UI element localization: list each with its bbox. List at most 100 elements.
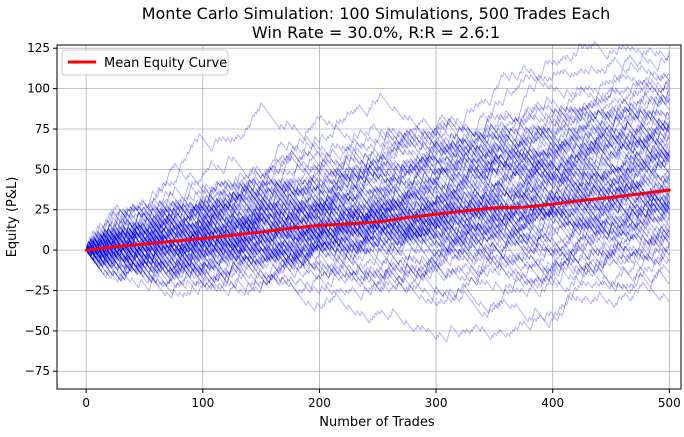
simulation-line [85, 139, 670, 259]
simulation-line [85, 182, 670, 264]
chart-subtitle: Win Rate = 30.0%, R:R = 2.6:1 [252, 23, 500, 42]
simulation-line [85, 202, 670, 299]
simulation-line [85, 136, 670, 274]
simulation-line [85, 107, 670, 284]
y-tick-label: 125 [27, 41, 50, 55]
simulation-line [85, 186, 670, 258]
simulation-line [85, 151, 670, 253]
y-tick-label: −75 [25, 364, 50, 378]
simulation-line [85, 171, 670, 296]
simulation-line [85, 199, 670, 266]
simulation-line [85, 90, 670, 274]
simulation-line [85, 189, 670, 282]
y-tick-label: 100 [27, 82, 50, 96]
grid-layer [57, 45, 681, 389]
simulation-line [85, 142, 670, 269]
simulation-line [85, 177, 670, 251]
simulation-line [85, 86, 670, 258]
y-tick-label: −50 [25, 324, 50, 338]
simulation-line [85, 127, 670, 271]
simulation-line [85, 165, 670, 259]
simulation-line [85, 119, 670, 265]
x-tick-label: 100 [191, 396, 214, 410]
x-tick-label: 200 [308, 396, 331, 410]
simulation-line [85, 120, 670, 265]
simulation-line [85, 134, 670, 280]
simulation-line [85, 160, 670, 252]
simulation-line [85, 234, 670, 282]
simulation-line [85, 73, 670, 257]
simulation-line [85, 188, 670, 263]
simulation-line [85, 141, 670, 268]
legend-box [61, 49, 229, 76]
x-tick-label: 500 [658, 396, 681, 410]
simulation-line [85, 61, 670, 254]
simulation-line [85, 130, 670, 258]
simulation-line [85, 147, 670, 253]
simulation-line [85, 120, 670, 268]
simulation-line [85, 193, 670, 265]
simulation-line [85, 207, 670, 322]
simulation-line [85, 106, 670, 251]
simulation-line [85, 123, 670, 259]
x-axis-label: Number of Trades [319, 415, 435, 430]
simulation-line [85, 139, 670, 298]
chart-title: Monte Carlo Simulation: 100 Simulations,… [142, 4, 611, 23]
simulation-line [85, 114, 670, 258]
simulation-line [85, 160, 670, 279]
simulation-line [85, 129, 670, 263]
simulation-line [85, 109, 670, 281]
simulation-line [85, 208, 670, 284]
simulation-line [85, 156, 670, 258]
simulation-line [85, 108, 670, 251]
simulation-line [85, 226, 670, 289]
simulation-line [85, 173, 670, 297]
simulation-line [85, 77, 670, 263]
y-tick-label: 25 [35, 203, 50, 217]
simulation-line [85, 174, 670, 258]
simulation-line [85, 226, 670, 318]
simulation-line [85, 84, 670, 256]
simulation-line [85, 115, 670, 264]
simulation-line [85, 179, 670, 276]
simulation-line [85, 179, 670, 262]
simulation-line [85, 165, 670, 265]
simulation-lines [85, 40, 670, 343]
simulation-line [85, 147, 670, 268]
y-tick-label: −25 [25, 283, 50, 297]
simulation-line [85, 196, 670, 261]
x-tick-label: 300 [425, 396, 448, 410]
simulation-line [85, 130, 670, 253]
simulation-line [85, 105, 670, 254]
y-axis-label: Equity (P&L) [5, 177, 20, 258]
simulation-line [85, 219, 670, 298]
simulation-line [85, 181, 670, 251]
simulation-line [85, 191, 670, 289]
ticks-layer: 0 100 200 300 400 500 −75 −50 −25 0 25 50 75 100 125 [25, 41, 681, 410]
simulation-line [85, 189, 670, 258]
simulation-line [85, 106, 670, 255]
plot-frame [56, 44, 682, 390]
simulation-line [85, 212, 670, 285]
x-tick-label: 400 [541, 396, 564, 410]
legend-label-mean: Mean Equity Curve [104, 56, 227, 71]
simulation-line [85, 47, 670, 256]
y-tick-label: 50 [35, 162, 50, 176]
y-tick-label: 0 [42, 243, 50, 257]
simulation-line [85, 71, 670, 253]
simulation-line [85, 96, 670, 251]
simulation-line [85, 232, 670, 298]
simulation-line [85, 154, 670, 275]
x-tick-label: 0 [82, 396, 90, 410]
simulation-line [85, 150, 670, 263]
simulation-line [85, 78, 670, 264]
simulation-line [85, 121, 670, 260]
simulation-line [85, 214, 670, 294]
simulation-line [85, 185, 670, 256]
simulation-line [85, 81, 670, 259]
simulation-line [85, 154, 670, 257]
simulation-line [85, 198, 670, 270]
simulation-line [85, 40, 670, 269]
